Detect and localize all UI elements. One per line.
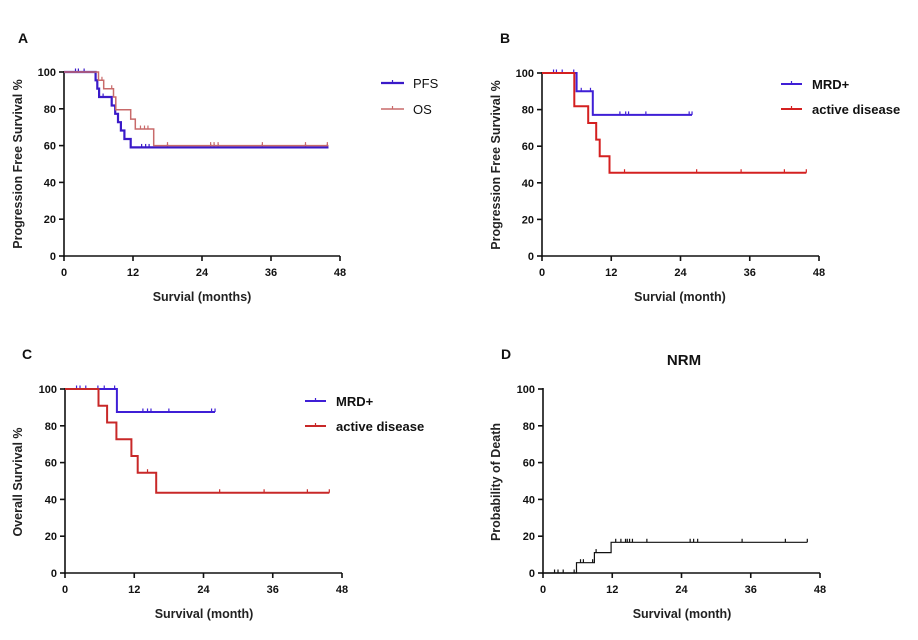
y-tick-label-a: 100 <box>38 67 56 79</box>
legend-label-os: OS <box>413 102 432 117</box>
legend-c: MRD+ active disease <box>305 394 424 434</box>
y-tick-label-a: 0 <box>50 251 56 263</box>
y-tick-label-a: 60 <box>44 141 56 153</box>
y-tick-label-d: 100 <box>517 384 535 396</box>
x-tick-label-a: 0 <box>61 267 67 279</box>
y-tick-label-d: 40 <box>523 494 535 506</box>
survival-curve-mrd-plus <box>65 388 215 413</box>
y-tick-label-a: 80 <box>44 104 56 116</box>
y-axis-label-d: Probability of Death <box>489 423 503 541</box>
y-tick-label-d: 80 <box>523 421 535 433</box>
panel-c: C Overall Survival % Survival (month) MR… <box>11 346 424 621</box>
survival-curve-os <box>64 71 329 147</box>
x-tick-label-d: 36 <box>745 584 757 596</box>
legend-b: MRD+ active disease <box>781 77 900 117</box>
survival-curve-active-disease <box>65 388 330 494</box>
x-tick-label-c: 24 <box>197 584 210 596</box>
y-tick-label-d: 60 <box>523 458 535 470</box>
legend-label-pfs: PFS <box>413 76 439 91</box>
legend-label-mrd-plus: MRD+ <box>336 394 374 409</box>
y-tick-label-c: 40 <box>45 494 57 506</box>
chart-title-d: NRM <box>667 352 701 369</box>
y-tick-label-c: 100 <box>39 384 57 396</box>
survival-curve-mrd-plus <box>542 72 692 116</box>
y-axis-label-b: Progression Free Survival % <box>489 80 503 250</box>
x-tick-label-b: 36 <box>744 267 756 279</box>
panel-letter-d: D <box>501 346 511 362</box>
y-tick-label-a: 40 <box>44 177 56 189</box>
x-tick-label-b: 12 <box>605 267 617 279</box>
panel-letter-a: A <box>18 30 28 46</box>
panel-d: D NRM Probability of Death Survival (mon… <box>489 346 826 621</box>
panel-letter-b: B <box>500 30 510 46</box>
y-tick-label-b: 0 <box>528 251 534 263</box>
x-axis-label-c: Survival (month) <box>155 607 254 621</box>
legend-label-mrd-plus: MRD+ <box>812 77 850 92</box>
y-tick-label-d: 20 <box>523 531 535 543</box>
legend-label-active-disease: active disease <box>812 102 900 117</box>
x-tick-label-a: 12 <box>127 267 139 279</box>
x-tick-label-d: 48 <box>814 584 826 596</box>
y-tick-label-b: 40 <box>522 178 534 190</box>
x-tick-label-d: 0 <box>540 584 546 596</box>
x-tick-label-d: 12 <box>606 584 618 596</box>
x-axis-label-b: Survial (month) <box>634 290 726 304</box>
y-tick-label-c: 80 <box>45 421 57 433</box>
x-axis-label-a: Survial (months) <box>153 290 252 304</box>
y-tick-label-b: 100 <box>516 68 534 80</box>
panel-letter-c: C <box>22 346 32 362</box>
panel-b: B Progression Free Survival % Survial (m… <box>489 30 900 304</box>
y-axis-label-a: Progression Free Survival % <box>11 79 25 249</box>
y-tick-label-c: 60 <box>45 458 57 470</box>
survival-curve-active-disease <box>542 72 807 174</box>
x-tick-label-b: 24 <box>674 267 687 279</box>
survival-curve-nrm <box>543 541 808 574</box>
x-tick-label-a: 48 <box>334 267 346 279</box>
x-tick-label-c: 12 <box>128 584 140 596</box>
legend-label-active-disease: active disease <box>336 419 424 434</box>
x-tick-label-a: 36 <box>265 267 277 279</box>
y-tick-label-b: 20 <box>522 214 534 226</box>
x-axis-label-d: Survival (month) <box>633 607 732 621</box>
panel-a: A Progression Free Survival % Survial (m… <box>11 30 439 304</box>
y-axis-label-c: Overall Survival % <box>11 427 25 536</box>
y-tick-label-a: 20 <box>44 214 56 226</box>
x-tick-label-b: 0 <box>539 267 545 279</box>
y-tick-label-d: 0 <box>529 568 535 580</box>
y-tick-label-c: 20 <box>45 531 57 543</box>
x-tick-label-c: 48 <box>336 584 348 596</box>
x-tick-label-b: 48 <box>813 267 825 279</box>
x-tick-label-c: 0 <box>62 584 68 596</box>
y-tick-label-b: 80 <box>522 105 534 117</box>
y-tick-label-b: 60 <box>522 141 534 153</box>
x-tick-label-a: 24 <box>196 267 209 279</box>
x-tick-label-c: 36 <box>267 584 279 596</box>
y-tick-label-c: 0 <box>51 568 57 580</box>
legend-a: PFS OS <box>381 76 439 117</box>
x-tick-label-d: 24 <box>675 584 688 596</box>
